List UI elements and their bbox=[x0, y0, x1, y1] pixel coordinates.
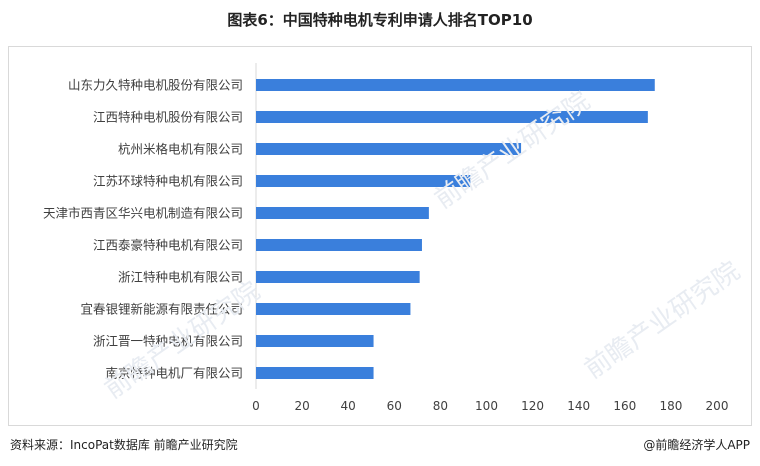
bar bbox=[256, 239, 422, 251]
category-label: 杭州米格电机有限公司 bbox=[118, 142, 243, 157]
category-label: 江西特种电机股份有限公司 bbox=[93, 110, 243, 125]
x-tick-label: 160 bbox=[613, 399, 636, 413]
x-tick-label: 120 bbox=[521, 399, 544, 413]
bar bbox=[256, 111, 648, 123]
bar bbox=[256, 271, 420, 283]
bar bbox=[256, 303, 411, 315]
category-label: 浙江晋一特种电机有限公司 bbox=[93, 334, 243, 349]
x-tick-label: 60 bbox=[387, 399, 402, 413]
category-label: 浙江特种电机有限公司 bbox=[118, 270, 243, 285]
bar-chart: 山东力久特种电机股份有限公司江西特种电机股份有限公司杭州米格电机有限公司江苏环球… bbox=[43, 63, 729, 413]
x-tick-label: 100 bbox=[475, 399, 498, 413]
chart-frame: 山东力久特种电机股份有限公司江西特种电机股份有限公司杭州米格电机有限公司江苏环球… bbox=[8, 46, 752, 426]
x-tick-label: 40 bbox=[341, 399, 356, 413]
bar bbox=[256, 207, 429, 219]
chart-title: 图表6：中国特种电机专利申请人排名TOP10 bbox=[227, 11, 533, 29]
bar bbox=[256, 367, 374, 379]
x-tick-label: 200 bbox=[706, 399, 729, 413]
category-label: 南京特种电机厂有限公司 bbox=[105, 366, 243, 381]
category-label: 江苏环球特种电机有限公司 bbox=[93, 174, 243, 189]
x-tick-label: 180 bbox=[659, 399, 682, 413]
bar bbox=[256, 143, 522, 155]
category-label: 江西泰豪特种电机有限公司 bbox=[93, 238, 243, 253]
x-tick-label: 20 bbox=[294, 399, 309, 413]
category-label: 天津市西青区华兴电机制造有限公司 bbox=[43, 206, 243, 221]
bar bbox=[256, 79, 655, 91]
brand-label: @前瞻经济学人APP bbox=[643, 438, 750, 452]
bar bbox=[256, 175, 471, 187]
source-note: 资料来源：IncoPat数据库 前瞻产业研究院 bbox=[10, 438, 238, 452]
x-tick-label: 80 bbox=[433, 399, 448, 413]
category-label: 山东力久特种电机股份有限公司 bbox=[68, 78, 243, 93]
x-tick-label: 140 bbox=[567, 399, 590, 413]
category-label: 宜春银锂新能源有限责任公司 bbox=[80, 302, 243, 317]
x-tick-label: 0 bbox=[252, 399, 260, 413]
bar bbox=[256, 335, 374, 347]
